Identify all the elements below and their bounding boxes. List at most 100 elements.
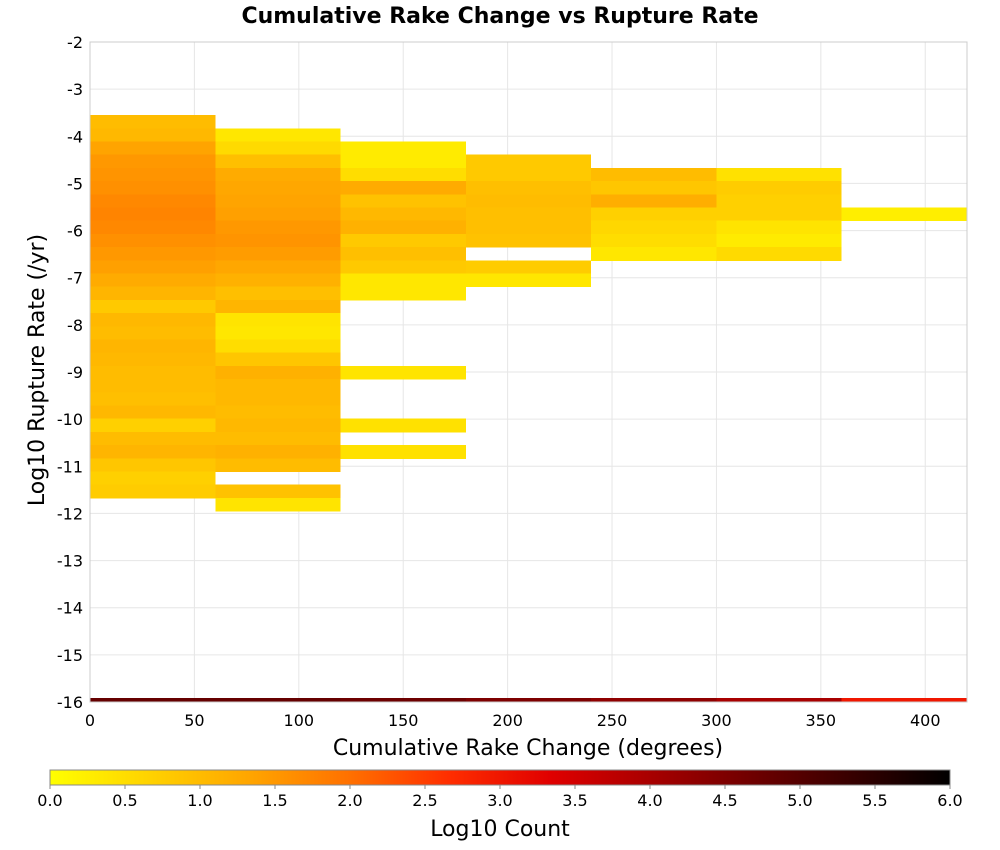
heatmap-total-cell (215, 698, 341, 702)
heatmap-cell (716, 220, 842, 235)
heatmap-cell (90, 128, 216, 142)
y-tick-label: -14 (57, 599, 83, 618)
x-tick-label: 50 (184, 711, 204, 730)
colorbar-tick-label: 2.0 (337, 791, 362, 810)
heatmap-cell (215, 339, 341, 354)
heatmap-cell (90, 431, 216, 446)
heatmap-cell (90, 194, 216, 208)
plot-frame (89, 41, 968, 703)
x-tick-label: 300 (701, 711, 732, 730)
heatmap-cell (90, 339, 216, 354)
x-tick-label: 250 (597, 711, 628, 730)
heatmap-cell (90, 326, 216, 340)
heatmap-cell (340, 247, 466, 261)
colorbar-tick-label: 6.0 (937, 791, 962, 810)
x-tick-labels: 0 50 100 150 200 250 300 350 400 (85, 711, 941, 730)
heatmap-cell (215, 392, 341, 406)
colorbar-tick-label: 1.5 (262, 791, 287, 810)
heatmap-cell (215, 247, 341, 261)
colorbar-tick-label: 0.5 (112, 791, 137, 810)
colorbar-tick-label: 4.5 (712, 791, 737, 810)
y-tick-label: -7 (67, 269, 83, 288)
x-tick-label: 0 (85, 711, 95, 730)
heatmap-cell (465, 233, 592, 248)
heatmap-total-cell (465, 698, 592, 702)
heatmap-cell (591, 194, 717, 208)
colorbar-tick-labels: 0.0 0.5 1.0 1.5 2.0 2.5 3.0 3.5 4.0 4.5 5.0 5.5 6.0 (37, 785, 963, 810)
chart-title: Cumulative Rake Change vs Rupture Rate (241, 4, 758, 29)
y-tick-label: -9 (67, 363, 83, 382)
heatmap-cell (340, 220, 466, 235)
heatmap-cell (90, 471, 216, 486)
heatmap-total-cell (716, 698, 842, 702)
heatmap-cell (340, 273, 466, 288)
heatmap-cell (90, 379, 216, 393)
y-tick-label: -6 (67, 222, 83, 241)
heatmap-cell (465, 154, 592, 169)
heatmap-cell (465, 220, 592, 235)
heatmap-cell (215, 418, 341, 433)
heatmap-cell (215, 167, 341, 182)
heatmap-cell (215, 431, 341, 446)
x-tick-label: 350 (806, 711, 837, 730)
heatmap-cell (716, 247, 842, 261)
heatmap-cell (215, 194, 341, 208)
heatmap-cell (90, 418, 216, 433)
heatmap-cell (90, 154, 216, 169)
heatmap-cell (90, 405, 216, 420)
heatmap-cell (90, 207, 216, 222)
heatmap-cell (215, 326, 341, 340)
heatmap-total-cell (90, 698, 216, 702)
colorbar-tick-label: 4.0 (637, 791, 662, 810)
heatmap-cell (465, 260, 592, 274)
colorbar (49, 769, 951, 786)
heatmap-cell (716, 194, 842, 208)
heatmap-cell (215, 405, 341, 420)
heatmap-cell (716, 181, 842, 195)
heatmap-cell (215, 181, 341, 195)
colorbar-tick-label: 1.0 (187, 791, 212, 810)
heatmap-cell (591, 181, 717, 195)
heatmap-cell (90, 247, 216, 261)
y-tick-label: -8 (67, 316, 83, 335)
colorbar-tick-label: 0.0 (37, 791, 62, 810)
x-tick-label: 100 (284, 711, 315, 730)
heatmap-cell (340, 207, 466, 222)
heatmap-cell (90, 273, 216, 288)
y-tick-label: -2 (67, 33, 83, 52)
colorbar-tick-label: 2.5 (412, 791, 437, 810)
y-tick-label: -11 (57, 457, 83, 476)
heatmap-cell (465, 207, 592, 222)
heatmap-cell (90, 233, 216, 248)
y-tick-label: -15 (57, 646, 83, 665)
heatmap-cell (215, 207, 341, 222)
colorbar-tick-label: 3.0 (487, 791, 512, 810)
heatmap-total-cell (841, 698, 967, 702)
heatmap-cell (90, 115, 216, 129)
heatmap-cell (465, 181, 592, 195)
y-tick-label: -12 (57, 504, 83, 523)
heatmap-cell (215, 299, 341, 314)
heatmap-cell (215, 497, 341, 512)
heatmap-cell (215, 445, 341, 459)
heatmap-cell (90, 484, 216, 499)
heatmap-cell (215, 233, 341, 248)
heatmap-cell (716, 233, 842, 248)
heatmap-cell (340, 260, 466, 274)
heatmap-cell (90, 365, 216, 380)
heatmap-cell (340, 194, 466, 208)
heatmap-cell (215, 458, 341, 472)
heatmap-cell (215, 220, 341, 235)
x-axis-label: Cumulative Rake Change (degrees) (333, 736, 723, 761)
heatmap-cell (716, 207, 842, 222)
heatmap-total-cell (591, 698, 717, 702)
heatmap-cell (340, 154, 466, 169)
heatmap-cell (90, 313, 216, 327)
heatmap-cell (90, 220, 216, 235)
y-tick-label: -16 (57, 693, 83, 712)
y-axis-label: Log10 Rupture Rate (/yr) (25, 234, 50, 506)
y-tick-label: -3 (67, 80, 83, 99)
colorbar-label: Log10 Count (430, 817, 570, 842)
y-tick-label: -13 (57, 552, 83, 571)
